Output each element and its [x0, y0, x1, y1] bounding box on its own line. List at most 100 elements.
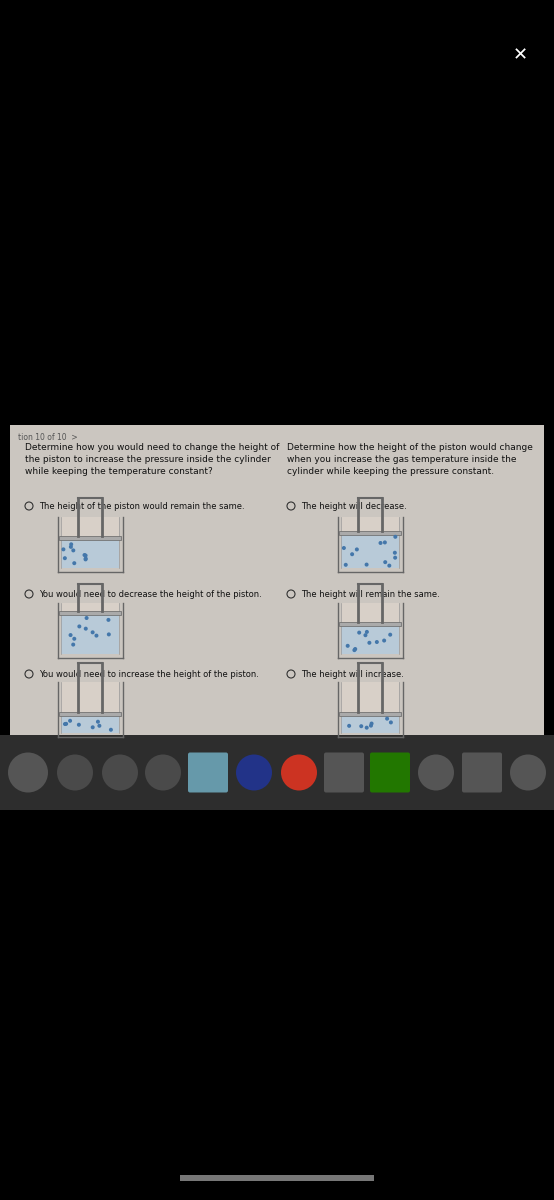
- Circle shape: [510, 755, 546, 791]
- Text: The height will decrease.: The height will decrease.: [301, 502, 407, 511]
- Circle shape: [388, 632, 392, 637]
- FancyBboxPatch shape: [188, 752, 228, 792]
- Circle shape: [8, 752, 48, 792]
- Text: tion 10 of 10  >: tion 10 of 10 >: [18, 433, 78, 442]
- Circle shape: [375, 640, 379, 644]
- Circle shape: [365, 726, 369, 730]
- Bar: [340, 530, 401, 535]
- Bar: [0, 734, 554, 810]
- Circle shape: [382, 638, 386, 642]
- Circle shape: [393, 551, 397, 554]
- Circle shape: [98, 724, 101, 727]
- Circle shape: [352, 648, 356, 652]
- Circle shape: [346, 644, 350, 648]
- Circle shape: [385, 716, 389, 721]
- Circle shape: [355, 547, 359, 552]
- FancyBboxPatch shape: [462, 752, 502, 792]
- Circle shape: [84, 557, 88, 560]
- Circle shape: [393, 556, 397, 559]
- Bar: [340, 713, 401, 716]
- Circle shape: [91, 725, 95, 730]
- Circle shape: [77, 722, 81, 727]
- Circle shape: [365, 563, 368, 566]
- Circle shape: [85, 616, 89, 620]
- Circle shape: [342, 546, 346, 550]
- Bar: [341, 535, 398, 568]
- Text: Determine how you would need to change the height of
the piston to increase the : Determine how you would need to change t…: [25, 443, 279, 475]
- Circle shape: [393, 535, 397, 539]
- Circle shape: [63, 556, 67, 560]
- Bar: [59, 536, 121, 540]
- Circle shape: [84, 553, 88, 558]
- Circle shape: [363, 634, 367, 637]
- Circle shape: [357, 631, 361, 635]
- Bar: [10, 425, 544, 755]
- Circle shape: [145, 755, 181, 791]
- Circle shape: [69, 545, 73, 548]
- Text: Determine how the height of the piston would change
when you increase the gas te: Determine how the height of the piston w…: [287, 443, 533, 475]
- Bar: [180, 1175, 374, 1181]
- Circle shape: [68, 719, 72, 722]
- Circle shape: [84, 557, 88, 562]
- Circle shape: [69, 542, 73, 546]
- FancyBboxPatch shape: [324, 752, 364, 792]
- Circle shape: [109, 727, 113, 732]
- Circle shape: [359, 724, 363, 728]
- Circle shape: [343, 563, 348, 566]
- Circle shape: [107, 632, 111, 636]
- Circle shape: [383, 560, 387, 564]
- Circle shape: [236, 755, 272, 791]
- Circle shape: [350, 552, 354, 557]
- Circle shape: [106, 618, 110, 622]
- Bar: [341, 682, 398, 713]
- Circle shape: [378, 541, 382, 545]
- Circle shape: [84, 626, 88, 631]
- Bar: [341, 517, 398, 530]
- Circle shape: [83, 553, 86, 557]
- Circle shape: [367, 641, 371, 644]
- Circle shape: [347, 724, 351, 728]
- Circle shape: [353, 647, 357, 650]
- Circle shape: [96, 720, 100, 724]
- Circle shape: [57, 755, 93, 791]
- Circle shape: [389, 720, 393, 725]
- Bar: [61, 540, 119, 568]
- Circle shape: [71, 548, 75, 552]
- Bar: [340, 623, 401, 626]
- Text: The height will remain the same.: The height will remain the same.: [301, 590, 440, 599]
- Text: You would need to increase the height of the piston.: You would need to increase the height of…: [39, 670, 259, 679]
- Circle shape: [71, 642, 75, 647]
- Circle shape: [369, 724, 373, 727]
- Circle shape: [64, 722, 68, 726]
- Bar: [341, 602, 398, 623]
- Bar: [61, 716, 119, 733]
- Circle shape: [69, 634, 73, 637]
- Bar: [61, 517, 119, 536]
- FancyBboxPatch shape: [370, 752, 410, 792]
- Circle shape: [63, 722, 67, 726]
- Text: ✕: ✕: [512, 46, 527, 64]
- Circle shape: [78, 624, 81, 629]
- Text: The height will increase.: The height will increase.: [301, 670, 404, 679]
- Circle shape: [365, 630, 369, 634]
- Text: You would need to decrease the height of the piston.: You would need to decrease the height of…: [39, 590, 261, 599]
- Bar: [59, 611, 121, 616]
- Bar: [61, 616, 119, 654]
- Circle shape: [418, 755, 454, 791]
- Bar: [61, 602, 119, 611]
- Circle shape: [102, 755, 138, 791]
- Text: The height of the piston would remain the same.: The height of the piston would remain th…: [39, 502, 245, 511]
- Circle shape: [72, 637, 76, 641]
- Circle shape: [61, 547, 65, 551]
- Bar: [341, 626, 398, 654]
- Circle shape: [94, 634, 99, 637]
- Bar: [341, 716, 398, 733]
- Circle shape: [72, 562, 76, 565]
- Bar: [61, 682, 119, 713]
- Circle shape: [370, 721, 373, 726]
- Bar: [59, 713, 121, 716]
- Circle shape: [383, 540, 387, 545]
- Circle shape: [281, 755, 317, 791]
- Circle shape: [387, 564, 391, 568]
- Circle shape: [91, 630, 95, 635]
